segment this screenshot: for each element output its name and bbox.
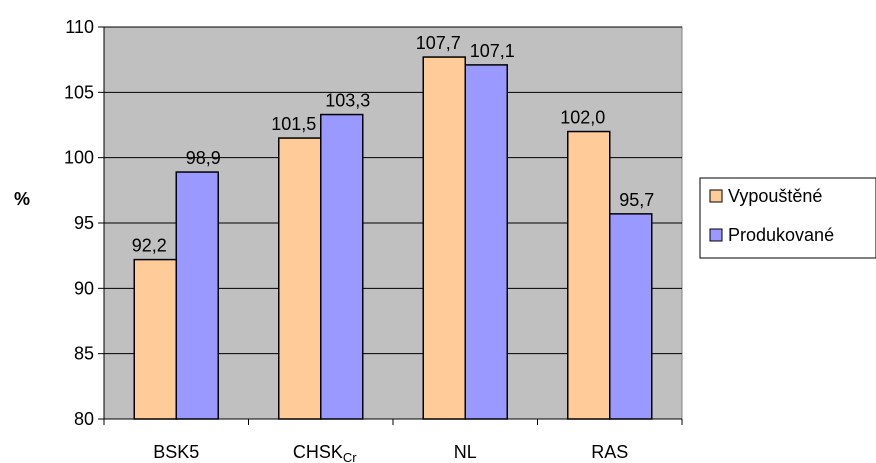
data-label: 102,0	[560, 108, 605, 128]
data-label: 101,5	[271, 114, 316, 134]
legend-label-produkovane: Produkované	[728, 225, 834, 245]
y-tick-label: 95	[74, 213, 94, 233]
x-tick-labels: BSK5 CHSKCr NL RAS	[153, 442, 628, 463]
data-labels: 92,2 98,9 101,5 103,3 107,7 107,1 102,0 95,7	[132, 33, 655, 256]
legend-label-vypoustene: Vypouštěné	[728, 186, 822, 206]
y-tick-label: 85	[74, 344, 94, 364]
y-tick-label: 100	[64, 148, 94, 168]
bars	[133, 56, 653, 420]
y-tick-label: 90	[74, 278, 94, 298]
bar-vypoustene	[278, 137, 322, 420]
y-tick-label: 105	[64, 82, 94, 102]
bar-vypoustene	[422, 56, 466, 420]
bar-produkovane	[609, 213, 653, 420]
data-label: 107,1	[470, 41, 515, 61]
data-label: 98,9	[186, 148, 221, 168]
x-tick-label: BSK5	[153, 442, 199, 462]
legend-swatch-produkovane	[709, 228, 723, 242]
y-tick-label: 80	[74, 409, 94, 429]
legend: Vypouštěné Produkované	[699, 177, 876, 259]
bar-vypoustene	[567, 130, 611, 420]
bar-produkovane	[175, 171, 219, 420]
bar-produkovane	[320, 113, 364, 420]
data-label: 92,2	[132, 236, 167, 256]
y-tick-labels: 80 85 90 95 100 105 110	[64, 17, 94, 429]
axes	[98, 26, 683, 425]
bar-produkovane	[464, 64, 508, 420]
x-tick-label: CHSKCr	[293, 442, 357, 463]
x-tick-label: NL	[454, 442, 477, 462]
y-tick-label: 110	[65, 17, 94, 37]
bar-vypoustene	[133, 258, 177, 420]
data-label: 95,7	[619, 190, 654, 210]
legend-swatch-vypoustene	[709, 189, 723, 203]
y-axis-title: %	[14, 189, 30, 209]
data-label: 103,3	[325, 91, 370, 111]
legend-box	[699, 177, 876, 259]
data-label: 107,7	[416, 33, 461, 53]
x-tick-label: RAS	[591, 442, 628, 462]
